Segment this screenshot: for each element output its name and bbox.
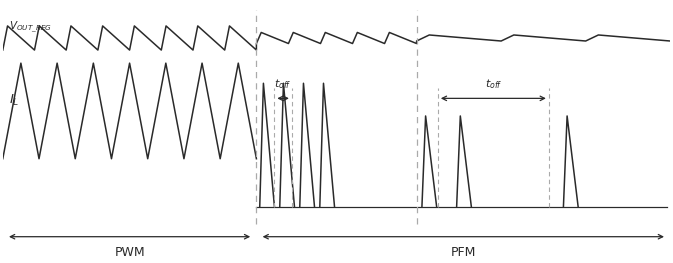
Text: $I_L$: $I_L$ bbox=[9, 93, 20, 108]
Text: PWM: PWM bbox=[114, 245, 145, 259]
Text: $t_{off}$: $t_{off}$ bbox=[485, 77, 502, 91]
Text: $V_{OUT\_REG}$: $V_{OUT\_REG}$ bbox=[9, 20, 52, 36]
Text: $t_{off}$: $t_{off}$ bbox=[275, 77, 292, 91]
Text: PFM: PFM bbox=[451, 245, 476, 259]
